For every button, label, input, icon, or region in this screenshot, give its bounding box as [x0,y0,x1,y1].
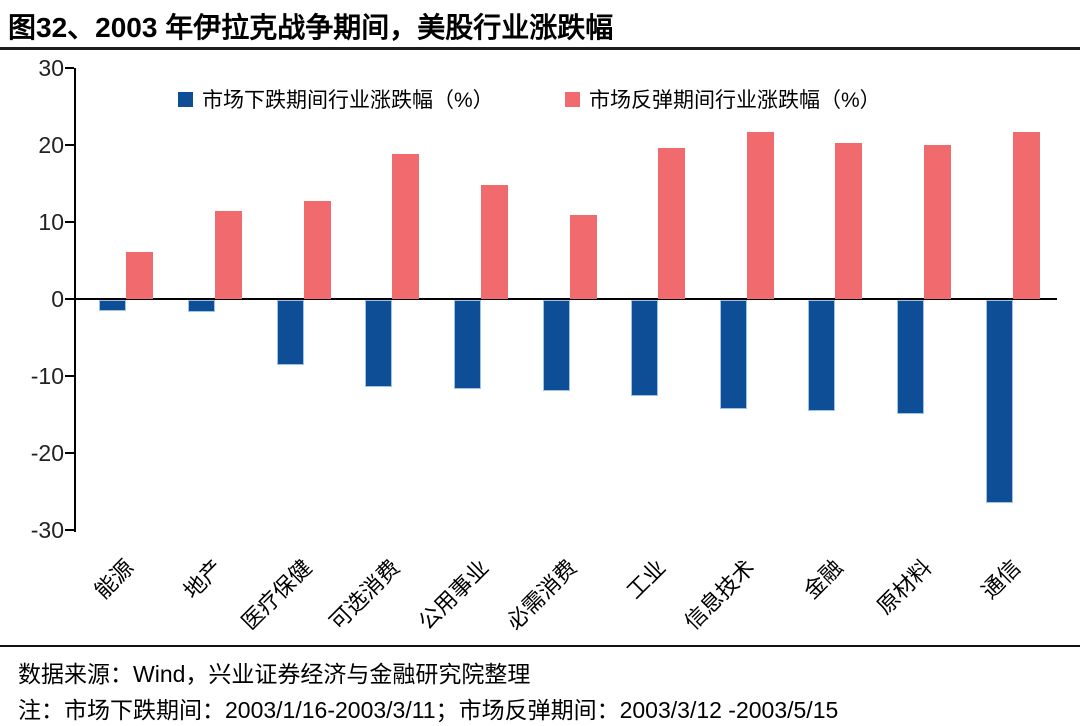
y-axis-tick [65,529,74,531]
y-axis-tick [65,221,74,223]
x-axis-label-0: 能源 [90,554,139,604]
period-note-text: 注：市场下跌期间：2003/1/16-2003/3/11；市场反弹期间：2003… [18,697,839,723]
bar-rebound-6 [658,148,685,299]
x-axis-label-7: 信息技术 [679,554,760,635]
bar-decline-3 [365,300,392,387]
footer-divider [0,645,1080,647]
y-axis-tick-label: -20 [30,440,64,466]
x-axis-label-10: 通信 [976,554,1026,604]
figure-title: 图32、2003 年伊拉克战争期间，美股行业涨跌幅 [8,12,614,43]
x-axis-label-1: 地产 [178,554,228,604]
bar-rebound-10 [1013,132,1040,299]
data-source-text: 数据来源：Wind，兴业证券经济与金融研究院整理 [18,661,531,687]
legend-item-decline: 市场下跌期间行业涨跌幅（%） [178,84,494,114]
y-axis-tick [65,67,74,69]
legend-label-decline: 市场下跌期间行业涨跌幅（%） [202,89,494,112]
y-axis-tick-label: 0 [51,286,64,312]
bar-rebound-4 [481,185,508,299]
bar-rebound-9 [924,145,951,299]
bar-rebound-5 [570,215,597,299]
x-axis-label-6: 工业 [621,554,671,604]
zero-baseline [75,298,1057,300]
legend-label-rebound: 市场反弹期间行业涨跌幅（%） [589,89,881,112]
bar-decline-10 [986,300,1013,503]
bar-rebound-8 [835,143,862,299]
bar-rebound-0 [126,252,153,299]
bar-decline-9 [897,300,924,414]
y-axis-tick [65,144,74,146]
legend-swatch-decline-icon [178,91,193,107]
bar-rebound-2 [304,201,331,299]
bar-rebound-1 [215,211,242,299]
x-axis-label-8: 金融 [799,554,848,604]
bar-decline-8 [808,300,835,411]
y-axis-tick [65,298,74,300]
y-axis-tick-label: 20 [38,132,64,158]
bar-decline-7 [720,300,747,409]
y-axis-tick-label: 10 [38,209,64,235]
y-axis-tick [65,452,74,454]
bar-decline-6 [631,300,658,396]
x-axis-label-4: 公用事业 [413,554,494,635]
bar-rebound-3 [392,154,419,299]
legend-item-rebound: 市场反弹期间行业涨跌幅（%） [565,84,881,114]
bar-decline-0 [99,300,126,311]
x-axis-label-2: 医疗保健 [236,554,317,635]
title-underline [0,47,1080,50]
bar-decline-5 [543,300,570,391]
x-axis-label-5: 必需消费 [502,554,582,635]
bar-decline-1 [188,300,215,312]
y-axis-tick-label: -30 [30,517,64,543]
y-axis-tick-label: 30 [38,55,64,81]
y-axis-line [74,68,76,532]
x-axis-label-9: 原材料 [872,554,937,620]
bar-rebound-7 [747,132,774,299]
bar-decline-4 [454,300,481,389]
y-axis-tick [65,375,74,377]
legend-swatch-rebound-icon [565,91,580,107]
bar-decline-2 [277,300,304,365]
y-axis-tick-label: -10 [30,363,64,389]
x-axis-label-3: 可选消费 [324,554,405,635]
bar-chart: 市场下跌期间行业涨跌幅（%） 市场反弹期间行业涨跌幅（%） 30 20 10 0 -10… [30,55,1057,635]
